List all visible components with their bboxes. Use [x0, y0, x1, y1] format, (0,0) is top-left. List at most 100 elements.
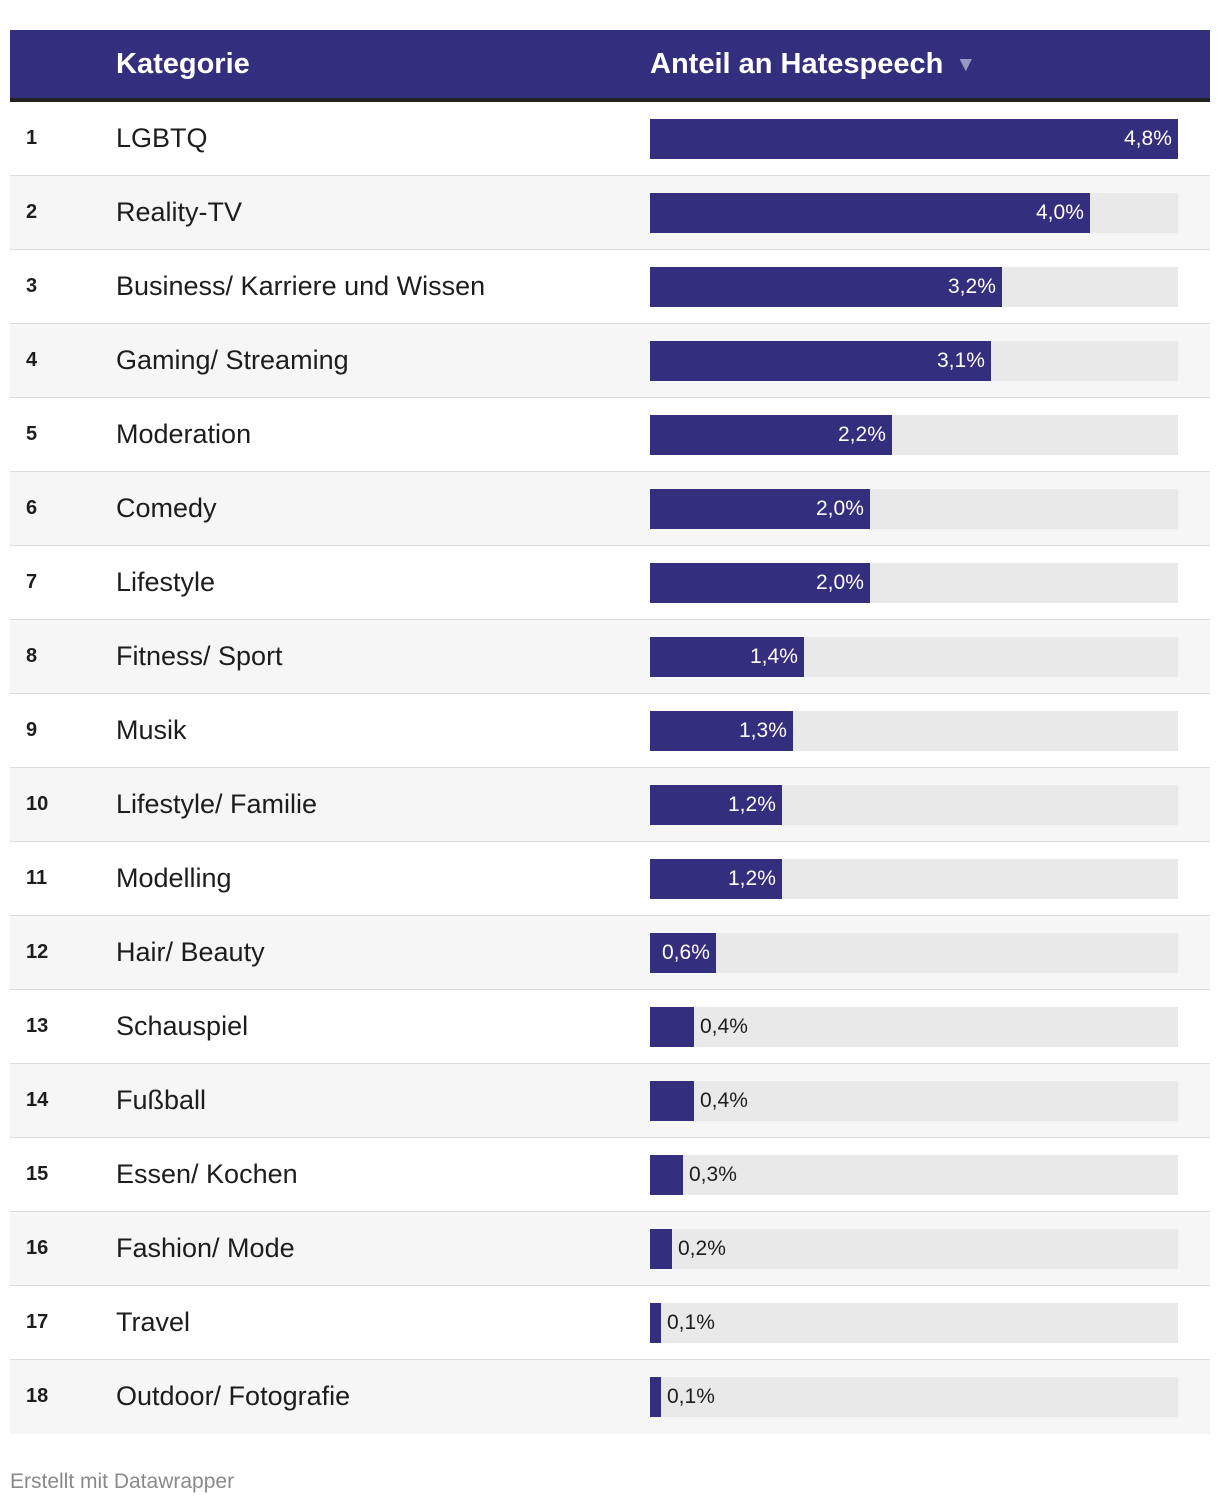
bar-value-label: 0,4% — [700, 1015, 748, 1038]
bar-fill — [650, 489, 870, 529]
bar-value-label: 4,0% — [1036, 201, 1084, 224]
bar-fill — [650, 267, 1002, 307]
row-category: Hair/ Beauty — [116, 937, 265, 967]
bar-value-label: 3,2% — [948, 275, 996, 298]
bar-fill — [650, 785, 782, 825]
bar-fill — [650, 859, 782, 899]
bar-fill — [650, 1007, 694, 1047]
table-row: 17 Travel 0,1% — [10, 1286, 1210, 1360]
bar-fill — [650, 1155, 683, 1195]
bar-track: 1,4% — [650, 637, 1178, 677]
bar-track: 4,8% — [650, 119, 1178, 159]
bar-track: 0,4% — [650, 1007, 1178, 1047]
bar-fill — [650, 119, 1178, 159]
row-rank: 14 — [26, 1089, 49, 1111]
row-category: Fitness/ Sport — [116, 641, 283, 671]
bar-track: 1,2% — [650, 859, 1178, 899]
bar-track: 0,2% — [650, 1229, 1178, 1269]
bar-fill — [650, 933, 716, 973]
row-rank: 2 — [26, 201, 38, 223]
row-rank: 13 — [26, 1015, 49, 1037]
row-rank: 3 — [26, 275, 38, 297]
bar-value-label: 0,1% — [667, 1311, 715, 1334]
bar-value-label: 0,2% — [678, 1237, 726, 1260]
row-category: Gaming/ Streaming — [116, 345, 349, 375]
row-rank: 16 — [26, 1237, 49, 1259]
table-row: 7 Lifestyle 2,0% — [10, 546, 1210, 620]
bar-fill — [650, 1081, 694, 1121]
row-category: Lifestyle/ Familie — [116, 789, 318, 819]
column-header-anteil-label: Anteil an Hatespeech — [650, 48, 944, 80]
row-rank: 1 — [26, 127, 38, 149]
bar-fill — [650, 711, 793, 751]
row-rank: 18 — [26, 1385, 49, 1407]
bar-value-label: 2,0% — [816, 571, 864, 594]
bar-fill — [650, 1303, 661, 1343]
table-row: 2 Reality-TV 4,0% — [10, 176, 1210, 250]
table-header: Kategorie Anteil an Hatespeech ▼ — [10, 30, 1210, 102]
row-category: Essen/ Kochen — [116, 1159, 298, 1189]
bar-value-label: 1,2% — [728, 793, 776, 816]
row-rank: 6 — [26, 497, 38, 519]
bar-value-label: 0,3% — [689, 1163, 737, 1186]
bar-value-label: 1,3% — [739, 719, 787, 742]
table-row: 1 LGBTQ 4,8% — [10, 102, 1210, 176]
table-row: 10 Lifestyle/ Familie 1,2% — [10, 768, 1210, 842]
column-header-kategorie[interactable]: Kategorie — [116, 48, 250, 80]
row-category: Moderation — [116, 419, 252, 449]
table-row: 13 Schauspiel 0,4% — [10, 990, 1210, 1064]
bar-track: 1,3% — [650, 711, 1178, 751]
bar-track: 0,6% — [650, 933, 1178, 973]
row-category: Travel — [116, 1307, 191, 1337]
row-category: Fashion/ Mode — [116, 1233, 295, 1263]
bar-track: 3,1% — [650, 341, 1178, 381]
row-category: Musik — [116, 715, 187, 745]
row-category: Outdoor/ Fotografie — [116, 1381, 351, 1411]
table-row: 15 Essen/ Kochen 0,3% — [10, 1138, 1210, 1212]
table-row: 11 Modelling 1,2% — [10, 842, 1210, 916]
bar-track: 0,1% — [650, 1303, 1178, 1343]
table-body: 1 LGBTQ 4,8% 2 Reality-TV 4,0% 3 Business/ Karr… — [10, 102, 1210, 1434]
row-category: Schauspiel — [116, 1011, 249, 1041]
bar-fill — [650, 415, 892, 455]
row-rank: 5 — [26, 423, 38, 445]
bar-value-label: 2,0% — [816, 497, 864, 520]
row-rank: 15 — [26, 1163, 49, 1185]
row-rank: 4 — [26, 349, 38, 371]
row-rank: 12 — [26, 941, 49, 963]
row-category: Lifestyle — [116, 567, 216, 597]
datawrapper-credit[interactable]: Erstellt mit Datawrapper — [10, 1470, 235, 1493]
table-row: 9 Musik 1,3% — [10, 694, 1210, 768]
column-header-anteil[interactable]: Anteil an Hatespeech ▼ — [650, 30, 976, 98]
table-row: 18 Outdoor/ Fotografie 0,1% — [10, 1360, 1210, 1434]
table-row: 16 Fashion/ Mode 0,2% — [10, 1212, 1210, 1286]
bar-value-label: 1,2% — [728, 867, 776, 890]
table-row: 8 Fitness/ Sport 1,4% — [10, 620, 1210, 694]
bar-fill — [650, 341, 991, 381]
row-category: Comedy — [116, 493, 217, 523]
bar-fill — [650, 563, 870, 603]
bar-track: 1,2% — [650, 785, 1178, 825]
bar-track: 3,2% — [650, 267, 1178, 307]
bar-value-label: 1,4% — [750, 645, 798, 668]
table-row: 3 Business/ Karriere und Wissen 3,2% — [10, 250, 1210, 324]
bar-track: 0,1% — [650, 1377, 1178, 1417]
bar-fill — [650, 193, 1090, 233]
bar-track: 0,4% — [650, 1081, 1178, 1121]
bar-track: 2,0% — [650, 563, 1178, 603]
row-category: Reality-TV — [116, 197, 243, 227]
bar-value-label: 4,8% — [1124, 127, 1172, 150]
row-category: Business/ Karriere und Wissen — [116, 271, 486, 301]
sort-descending-icon[interactable]: ▼ — [955, 53, 977, 76]
table-row: 5 Moderation 2,2% — [10, 398, 1210, 472]
bar-track: 2,0% — [650, 489, 1178, 529]
bar-value-label: 2,2% — [838, 423, 886, 446]
row-category: Fußball — [116, 1085, 207, 1115]
table-row: 4 Gaming/ Streaming 3,1% — [10, 324, 1210, 398]
table-row: 6 Comedy 2,0% — [10, 472, 1210, 546]
bar-fill — [650, 1229, 672, 1269]
bar-value-label: 0,1% — [667, 1385, 715, 1408]
table-row: 12 Hair/ Beauty 0,6% — [10, 916, 1210, 990]
hatespeech-table: Kategorie Anteil an Hatespeech ▼ 1 LGBTQ 4,… — [10, 30, 1210, 1434]
row-rank: 11 — [26, 867, 48, 889]
